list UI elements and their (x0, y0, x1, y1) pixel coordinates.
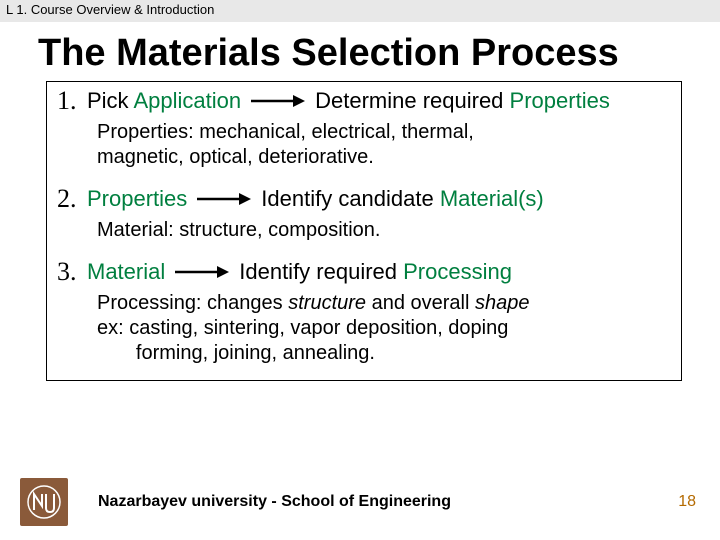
university-logo (20, 478, 68, 526)
step-1-desc: Properties: mechanical, electrical, ther… (97, 120, 671, 170)
step-1-leads: Determine required Properties (315, 88, 610, 114)
step-2-leads-prefix: Identify candidate (261, 186, 440, 211)
step-1: 1. Pick Application Determine required P… (57, 86, 671, 170)
lecture-header-text: L 1. Course Overview & Introduction (6, 2, 214, 17)
page-number: 18 (678, 493, 696, 511)
step-3: 3. Material Identify required Processing… (57, 257, 671, 366)
lecture-header: L 1. Course Overview & Introduction (0, 0, 720, 22)
footer: Nazarbayev university - School of Engine… (0, 478, 720, 526)
step-1-leads-item: Properties (510, 88, 610, 113)
step-3-header: 3. Material Identify required Processing (57, 257, 671, 287)
step-1-number: 1. (57, 86, 83, 116)
step-2-leads-item: Material(s) (440, 186, 544, 211)
step-1-pick: Pick Application (87, 88, 241, 114)
step-3-leads: Identify required Processing (239, 259, 512, 285)
step-3-leads-prefix: Identify required (239, 259, 403, 284)
step-2-desc: Material: structure, composition. (97, 218, 671, 243)
step-3-desc: Processing: changes structure and overal… (97, 291, 671, 366)
arrow-icon (191, 190, 257, 208)
step-3-pick-item: Material (87, 259, 165, 285)
step-3-number: 3. (57, 257, 83, 287)
step-2-leads: Identify candidate Material(s) (261, 186, 543, 212)
step-2-pick-item: Properties (87, 186, 187, 212)
step-1-leads-prefix: Determine required (315, 88, 509, 113)
step-2-header: 2. Properties Identify candidate Materia… (57, 184, 671, 214)
footer-org: Nazarbayev university - School of Engine… (98, 493, 678, 511)
content-box: 1. Pick Application Determine required P… (46, 81, 682, 381)
step-1-pick-prefix: Pick (87, 88, 133, 113)
arrow-icon (245, 92, 311, 110)
slide-title: The Materials Selection Process (38, 32, 720, 75)
step-1-header: 1. Pick Application Determine required P… (57, 86, 671, 116)
arrow-icon (169, 263, 235, 281)
step-2: 2. Properties Identify candidate Materia… (57, 184, 671, 243)
step-2-number: 2. (57, 184, 83, 214)
step-1-pick-item: Application (133, 88, 241, 113)
step-3-leads-item: Processing (403, 259, 512, 284)
